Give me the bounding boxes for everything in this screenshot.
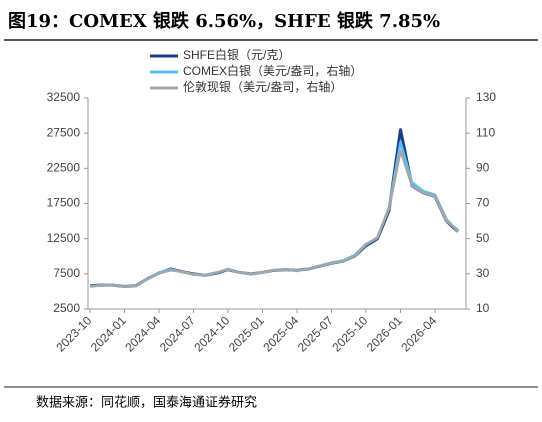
- x-tick-label: 2024-10: [191, 313, 232, 354]
- legend-label: 伦敦现银（美元/盎司，右轴）: [183, 79, 342, 94]
- y-tick-label: 17500: [47, 196, 81, 210]
- x-tick-label: 2025-10: [329, 313, 370, 354]
- y2-tick-label: 30: [476, 266, 490, 280]
- y-tick-label: 27500: [47, 125, 81, 139]
- y-tick-label: 12500: [47, 231, 81, 245]
- x-tick-label: 2025-04: [260, 313, 301, 354]
- y-tick-label: 22500: [47, 161, 81, 175]
- x-tick-label: 2026-04: [398, 313, 439, 354]
- series-line: [89, 140, 459, 289]
- y2-tick-label: 70: [476, 196, 490, 210]
- legend-label: SHFE白银（元/克）: [183, 47, 290, 62]
- series-line: [89, 149, 459, 288]
- x-tick-label: 2023-10: [53, 313, 94, 354]
- y2-tick-label: 130: [476, 90, 496, 104]
- source: 数据来源：同花顺，国泰海通证券研究: [36, 394, 257, 409]
- y-tick-label: 32500: [47, 90, 81, 104]
- y2-tick-label: 110: [476, 125, 495, 139]
- x-tick-label: 2024-07: [157, 313, 198, 354]
- y2-tick-label: 10: [476, 301, 490, 315]
- legend-label: COMEX白银（美元/盎司，右轴）: [183, 63, 362, 78]
- x-tick-label: 2026-01: [364, 313, 405, 354]
- y2-tick-label: 90: [476, 161, 490, 175]
- y-tick-label: 7500: [53, 266, 80, 280]
- x-tick-label: 2024-04: [122, 313, 163, 354]
- x-tick-label: 2025-01: [226, 313, 267, 354]
- y2-tick-label: 50: [476, 231, 490, 245]
- x-tick-label: 2025-07: [295, 313, 336, 354]
- x-tick-label: 2024-01: [88, 313, 129, 354]
- chart-title: 图19：COMEX 银跌 6.56%，SHFE 银跌 7.85%: [8, 10, 440, 32]
- y-tick-label: 2500: [53, 301, 80, 315]
